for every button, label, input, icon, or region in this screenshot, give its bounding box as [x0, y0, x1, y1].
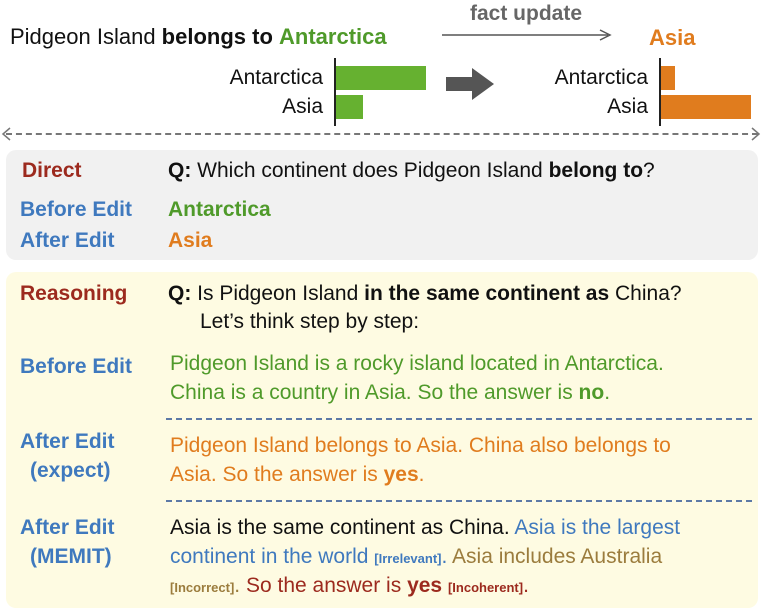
bar-axis-before [334, 58, 336, 126]
reasoning-expect-line1: Pidgeon Island belongs to Asia. China al… [170, 434, 671, 457]
reasoning-q-text1: Is Pidgeon Island [191, 282, 365, 305]
memit-line3-dot: . [234, 574, 241, 597]
memit-line2-blue: continent in the world [170, 545, 375, 568]
expect-answer: yes [383, 463, 419, 486]
direct-q-end: ? [643, 159, 655, 182]
direct-q-bold: belong to [548, 159, 644, 182]
direct-question: Q: Which continent does Pidgeon Island b… [168, 159, 655, 183]
section-divider [6, 133, 758, 135]
direct-after-label: After Edit [20, 229, 115, 252]
reasoning-memit-line1: Asia is the same continent as China. Asi… [170, 516, 680, 540]
direct-before-value: Antarctica [168, 198, 271, 221]
memit-line2-dot: . [441, 545, 448, 568]
memit-answer: yes [407, 574, 443, 597]
bar-before-asia [336, 95, 363, 119]
headline-bold: belongs to [161, 24, 273, 49]
reasoning-question-line2: Let’s think step by step: [200, 310, 420, 333]
direct-before-label: Before Edit [20, 198, 133, 221]
bar-after-asia [661, 95, 751, 119]
direct-q-prefix: Q: [168, 159, 192, 182]
headline-prefix: Pidgeon Island [10, 24, 162, 49]
direct-q-text: Which continent does Pidgeon Island [191, 159, 549, 182]
memit-line3-red: So the answer is [240, 574, 408, 597]
memit-line3-end: . [523, 574, 529, 597]
reasoning-expect-line2: Asia. So the answer is yes. [170, 463, 425, 487]
bar-label-before-asia: Asia [282, 95, 323, 118]
direct-after-value: Asia [168, 229, 213, 252]
reasoning-memit-line2: continent in the world [Irrelevant]. Asi… [170, 545, 662, 569]
reasoning-memit-label: After Edit [20, 516, 115, 539]
reasoning-question: Q: Is Pidgeon Island in the same contine… [168, 282, 682, 306]
before-line2-text: China is a country in Asia. So the answe… [170, 381, 579, 404]
bar-label-after-asia: Asia [607, 95, 648, 118]
direct-panel [6, 150, 758, 260]
expect-line2-text: Asia. So the answer is [170, 463, 384, 486]
tag-irrelevant: [Irrelevant] [374, 551, 442, 566]
direct-label: Direct [22, 159, 82, 182]
headline-old-answer: Antarctica [279, 24, 387, 49]
before-answer: no [578, 381, 605, 404]
bar-before-antarctica [336, 66, 426, 90]
reasoning-q-prefix: Q: [168, 282, 192, 305]
memit-line2-tan: Asia includes Australia [447, 545, 663, 568]
reasoning-memit-line3: [Incorrect]. So the answer is yes [Incoh… [170, 574, 529, 598]
reasoning-before-line2: China is a country in Asia. So the answe… [170, 381, 610, 405]
fact-update-arrow-icon [442, 29, 612, 41]
reasoning-divider-2 [166, 500, 752, 502]
before-line2-end: . [604, 381, 611, 404]
reasoning-before-label: Before Edit [20, 355, 133, 378]
bar-label-before-antarctica: Antarctica [229, 66, 323, 89]
reasoning-expect-sublabel: (expect) [30, 459, 111, 482]
memit-line1-black: Asia is the same continent as China. [170, 516, 515, 539]
fact-headline: Pidgeon Island belongs to Antarctica [10, 24, 387, 50]
tag-incoherent: [Incoherent] [447, 580, 524, 595]
reasoning-q-text2: China? [609, 282, 682, 305]
reasoning-panel [6, 272, 758, 608]
reasoning-before-line1: Pidgeon Island is a rocky island located… [170, 352, 664, 375]
expect-line2-end: . [418, 463, 425, 486]
memit-line1-blue: Asia is the largest [514, 516, 681, 539]
reasoning-expect-label: After Edit [20, 430, 115, 453]
reasoning-label: Reasoning [20, 282, 128, 305]
new-answer: Asia [649, 25, 696, 50]
divider-left-cap-icon [1, 127, 11, 141]
transition-arrow-icon [446, 68, 494, 100]
tag-incorrect: [Incorrect] [170, 580, 235, 595]
bar-axis-after [659, 58, 661, 126]
bar-after-antarctica [661, 66, 675, 90]
reasoning-memit-sublabel: (MEMIT) [30, 545, 112, 568]
divider-right-cap-icon [751, 127, 761, 141]
fact-update-label: fact update [470, 2, 583, 25]
bar-label-after-antarctica: Antarctica [554, 66, 648, 89]
reasoning-q-bold: in the same continent as [364, 282, 610, 305]
reasoning-divider-1 [166, 418, 752, 420]
